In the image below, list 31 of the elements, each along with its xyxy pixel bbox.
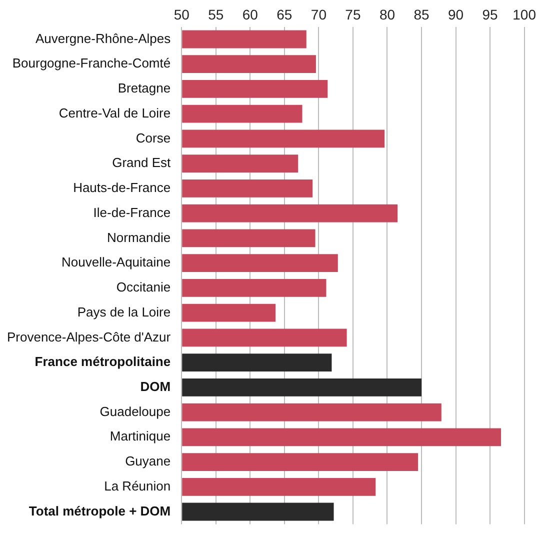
y-tick-label: Ile-de-France (93, 204, 171, 220)
y-tick-label: Corse (136, 130, 171, 146)
y-tick-label: Guyane (125, 454, 171, 469)
y-tick-label: Provence-Alpes-Côte d'Azur (6, 329, 172, 344)
y-tick-label: Martinique (110, 428, 171, 444)
y-tick-label: Pays de la Loire (77, 304, 171, 320)
y-tick-label: France métropolitaine (34, 354, 171, 370)
y-tick-label: Nouvelle-Aquitaine (61, 254, 171, 270)
x-tick-label: 70 (310, 6, 327, 22)
x-tick-label: 60 (242, 6, 258, 22)
x-tick-label: 80 (379, 6, 396, 22)
y-tick-label: Guadeloupe (100, 404, 171, 419)
x-tick-label: 50 (174, 6, 190, 22)
y-tick-label: Occitanie (116, 280, 171, 295)
y-tick-label: Total métropole + DOM (28, 503, 171, 518)
x-tick-label: 90 (448, 6, 464, 22)
y-tick-label: La Réunion (104, 478, 171, 494)
y-tick-label: Centre-Val de Loire (58, 105, 171, 120)
y-tick-label: DOM (140, 378, 171, 394)
y-tick-label: Grand Est (112, 155, 171, 170)
y-tick-label: Bretagne (118, 80, 171, 96)
y-tick-label: Bourgogne-Franche-Comté (12, 56, 171, 71)
x-tick-label: 75 (345, 6, 361, 22)
y-tick-label: Auvergne-Rhône-Alpes (35, 30, 172, 46)
x-tick-label: 55 (208, 6, 224, 22)
x-tick-label: 100 (512, 6, 536, 22)
x-tick-label: 65 (276, 6, 292, 22)
y-tick-label: Hauts-de-France (73, 180, 171, 196)
x-tick-label: 95 (482, 6, 498, 22)
x-tick-label: 85 (414, 6, 430, 22)
y-tick-label: Normandie (107, 230, 171, 245)
